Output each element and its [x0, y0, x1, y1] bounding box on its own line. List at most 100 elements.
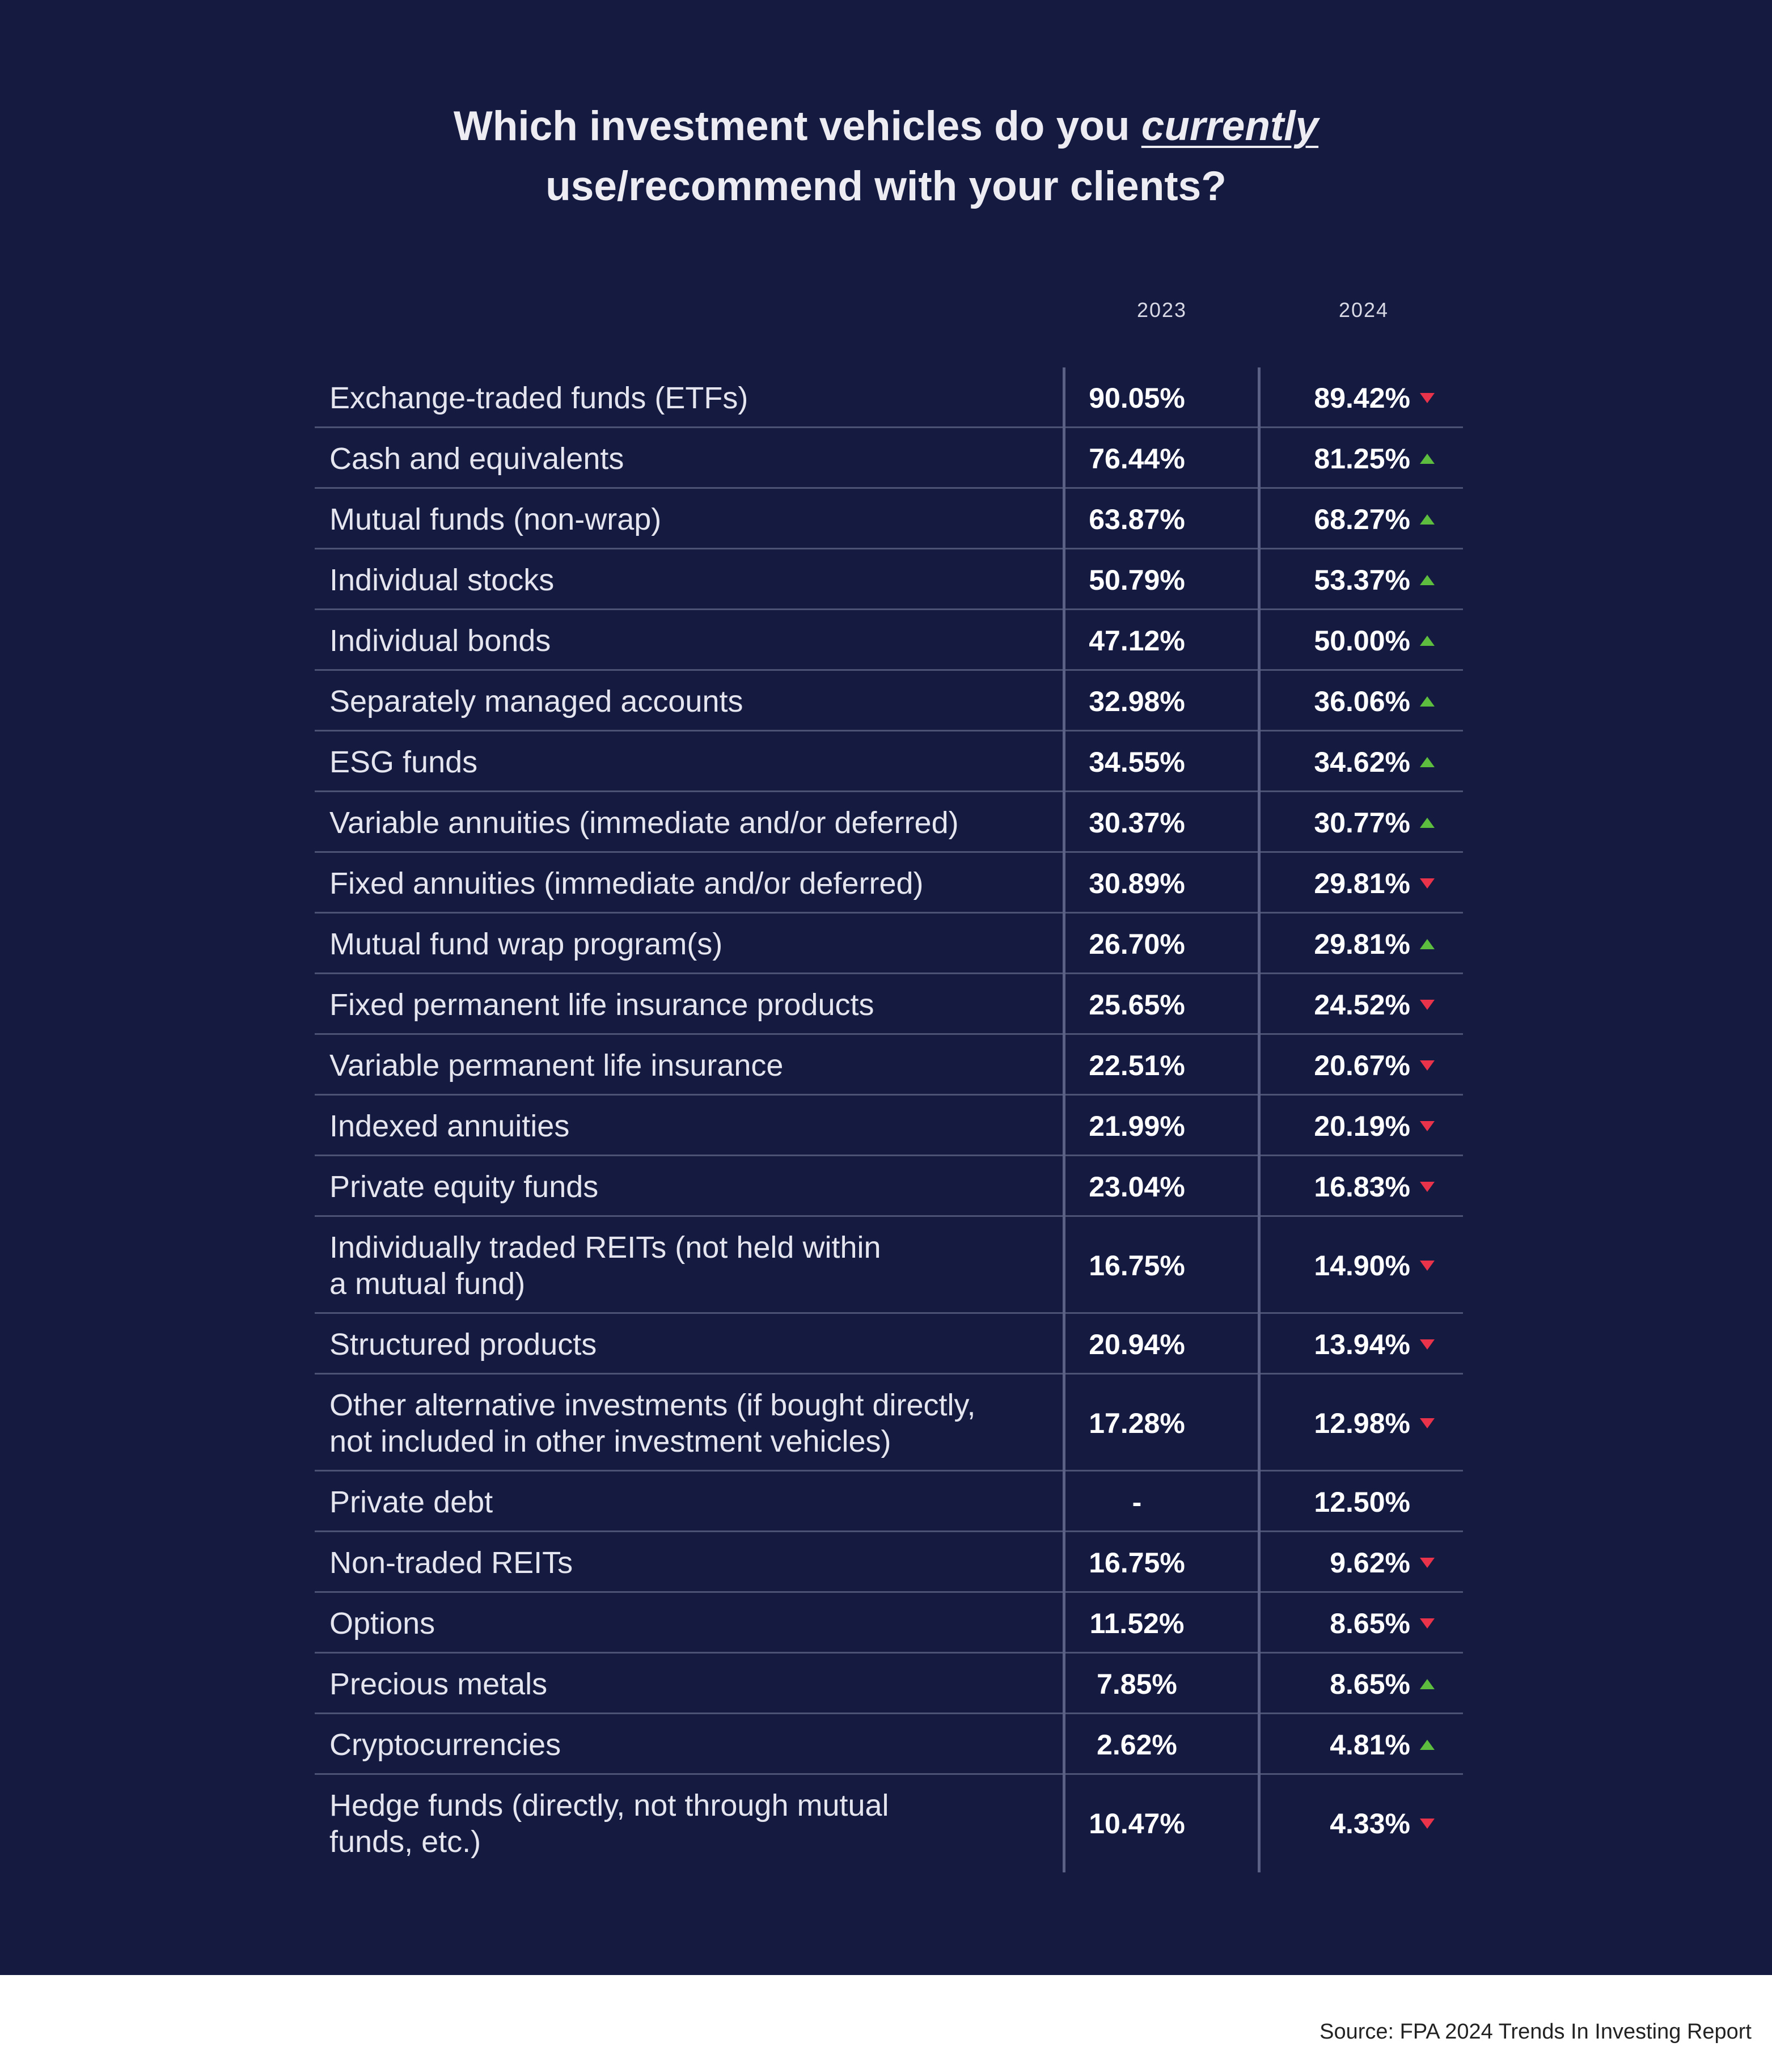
value-2023: 10.47%	[1089, 1807, 1185, 1840]
row-label: Mutual fund wrap program(s)	[329, 927, 723, 961]
table-row: Cash and equivalents 76.44% 81.25%	[315, 428, 1463, 489]
row-label: Variable annuities (immediate and/or def…	[329, 805, 959, 840]
trend-down-icon	[1420, 1260, 1435, 1271]
down-triangle	[1420, 1120, 1435, 1131]
value-2023: 21.99%	[1089, 1110, 1185, 1142]
down-triangle	[1420, 1818, 1435, 1829]
row-divider	[315, 1215, 1463, 1217]
down-triangle	[1420, 1060, 1435, 1071]
source-note: Source: FPA 2024 Trends In Investing Rep…	[1320, 2020, 1752, 2044]
trend-down-icon	[1420, 1181, 1435, 1192]
title-line2: use/recommend with your clients?	[545, 163, 1227, 209]
row-label: Indexed annuities	[329, 1109, 570, 1143]
value-2024: 8.65%	[1330, 1607, 1410, 1639]
value-2024: 89.42%	[1314, 382, 1410, 414]
value-2023: 16.75%	[1089, 1546, 1185, 1579]
table-row: Cryptocurrencies 2.62% 4.81%	[315, 1714, 1463, 1775]
trend-down-icon	[1420, 1120, 1435, 1131]
row-divider	[315, 1773, 1463, 1775]
title-line1: Which investment vehicles do you current…	[454, 103, 1318, 149]
value-2023: 7.85%	[1097, 1668, 1177, 1700]
trend-up-icon	[1420, 1678, 1435, 1689]
up-triangle	[1420, 1739, 1435, 1750]
table-row: Individual stocks 50.79% 53.37%	[315, 549, 1463, 610]
row-label: Other alternative investments (if bought…	[329, 1388, 976, 1458]
value-2024: 29.81%	[1314, 928, 1410, 960]
up-triangle	[1420, 1678, 1435, 1689]
row-label: Cash and equivalents	[329, 441, 624, 476]
row-label: Precious metals	[329, 1667, 548, 1701]
value-2024: 8.65%	[1330, 1668, 1410, 1700]
row-label: Private equity funds	[329, 1169, 599, 1204]
up-triangle	[1420, 938, 1435, 949]
trend-up-icon	[1420, 938, 1435, 949]
table-row: Fixed permanent life insurance products 2…	[315, 974, 1463, 1035]
column-divider-2023	[1063, 367, 1065, 1872]
trend-up-icon	[1420, 696, 1435, 707]
row-label: Options	[329, 1606, 435, 1640]
value-2023: 90.05%	[1089, 382, 1185, 414]
value-2024: 81.25%	[1314, 442, 1410, 475]
value-2023: 47.12%	[1089, 624, 1185, 657]
up-triangle	[1420, 635, 1435, 646]
table-row: Mutual fund wrap program(s) 26.70% 29.81%	[315, 914, 1463, 974]
table-row: Hedge funds (directly, not through mutua…	[315, 1775, 1463, 1872]
trend-up-icon	[1420, 574, 1435, 585]
trend-down-icon	[1420, 1557, 1435, 1568]
value-2024: 14.90%	[1314, 1249, 1410, 1282]
value-2024: 29.81%	[1314, 867, 1410, 899]
row-label: Separately managed accounts	[329, 684, 743, 718]
value-2024: 12.50%	[1314, 1486, 1410, 1518]
column-header-2024: 2024	[1338, 298, 1389, 322]
row-divider	[315, 912, 1463, 914]
table-row: Individual bonds 47.12% 50.00%	[315, 610, 1463, 671]
table-row: Precious metals 7.85% 8.65%	[315, 1654, 1463, 1714]
row-divider	[315, 1094, 1463, 1096]
trend-down-icon	[1420, 999, 1435, 1010]
table-row: Private equity funds 23.04% 16.83%	[315, 1156, 1463, 1217]
value-2024: 4.81%	[1330, 1728, 1410, 1761]
value-2023: 17.28%	[1089, 1407, 1185, 1439]
row-label: Fixed annuities (immediate and/or deferr…	[329, 866, 924, 900]
row-label: Individual stocks	[329, 563, 555, 597]
row-label: Non-traded REITs	[329, 1545, 573, 1580]
value-2023: 32.98%	[1089, 685, 1185, 717]
value-2023: 63.87%	[1089, 503, 1185, 535]
row-label: Mutual funds (non-wrap)	[329, 502, 662, 536]
up-triangle	[1420, 574, 1435, 585]
down-triangle	[1420, 1181, 1435, 1192]
table-row: Individually traded REITs (not held with…	[315, 1217, 1463, 1314]
trend-up-icon	[1420, 1739, 1435, 1750]
value-2024: 53.37%	[1314, 564, 1410, 596]
row-divider	[315, 1530, 1463, 1532]
value-2024: 30.77%	[1314, 806, 1410, 839]
row-divider	[315, 1470, 1463, 1471]
value-2024: 68.27%	[1314, 503, 1410, 535]
row-label: Hedge funds (directly, not through mutua…	[329, 1788, 889, 1859]
trend-down-icon	[1420, 1618, 1435, 1629]
value-2024: 16.83%	[1314, 1170, 1410, 1203]
table-row: Fixed annuities (immediate and/or deferr…	[315, 853, 1463, 914]
trend-down-icon	[1420, 1418, 1435, 1428]
row-label: Variable permanent life insurance	[329, 1048, 784, 1082]
down-triangle	[1420, 1418, 1435, 1428]
table-row: Options 11.52% 8.65%	[315, 1593, 1463, 1654]
trend-up-icon	[1420, 635, 1435, 646]
row-divider	[315, 1155, 1463, 1156]
chart-title: Which investment vehicles do you current…	[0, 96, 1772, 217]
value-2023: 76.44%	[1089, 442, 1185, 475]
value-2023: 16.75%	[1089, 1249, 1185, 1282]
trend-up-icon	[1420, 514, 1435, 525]
row-divider	[315, 1033, 1463, 1035]
table-row: Variable annuities (immediate and/or def…	[315, 792, 1463, 853]
row-divider	[315, 851, 1463, 853]
value-2024: 50.00%	[1314, 624, 1410, 657]
row-divider	[315, 1712, 1463, 1714]
down-triangle	[1420, 1339, 1435, 1350]
row-divider	[315, 1373, 1463, 1375]
down-triangle	[1420, 878, 1435, 889]
row-divider	[315, 790, 1463, 792]
row-divider	[315, 548, 1463, 549]
trend-up-icon	[1420, 817, 1435, 828]
trend-down-icon	[1420, 1060, 1435, 1071]
